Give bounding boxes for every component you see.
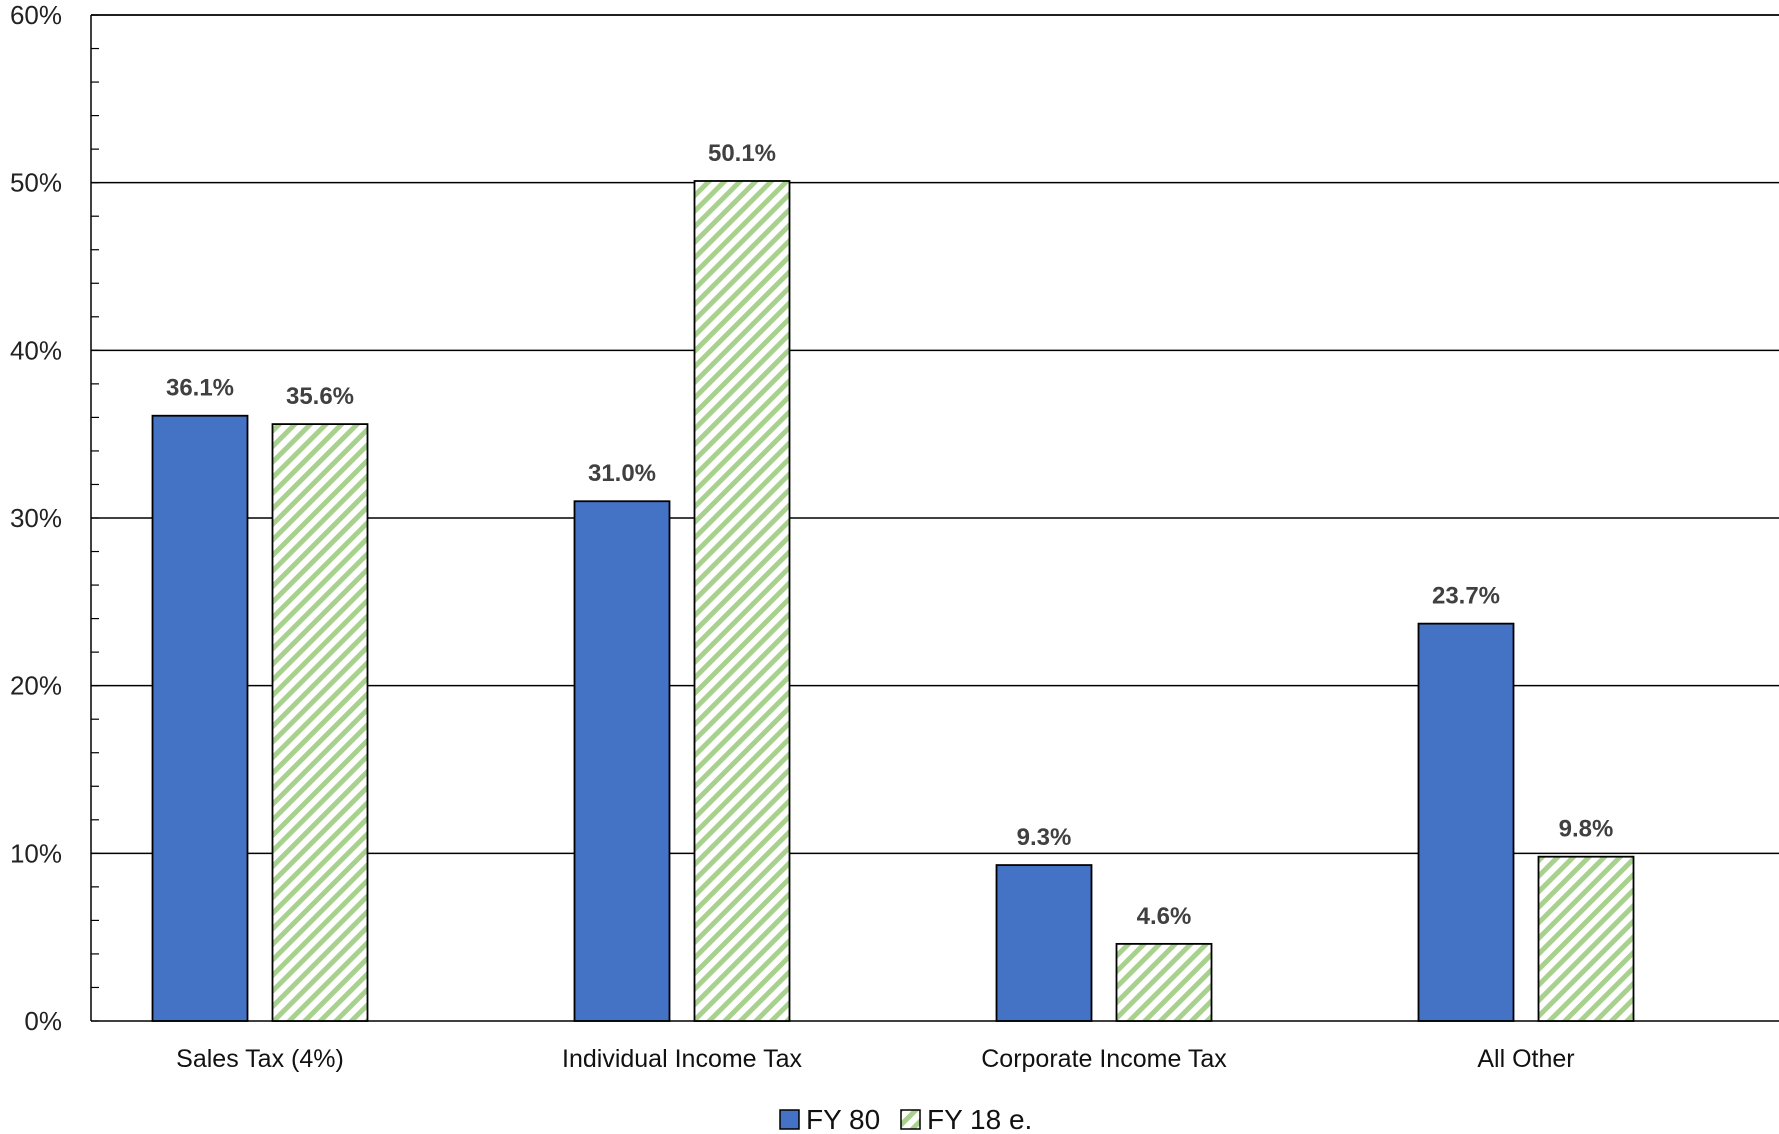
data-label: 23.7%	[1432, 583, 1500, 610]
legend-label: FY 18 e.	[927, 1104, 1032, 1134]
x-category-label: All Other	[1477, 1045, 1574, 1073]
y-tick-label: 40%	[10, 335, 62, 365]
bars	[151, 180, 1635, 1022]
bar-fy80-2	[995, 864, 1093, 1022]
x-category-label: Sales Tax (4%)	[176, 1045, 344, 1073]
bar-fy18-2	[1115, 942, 1213, 1022]
data-label: 50.1%	[708, 140, 776, 167]
bar-fy18-1	[693, 180, 791, 1022]
bar-fy80-1	[573, 500, 671, 1022]
legend-label: FY 80	[806, 1104, 880, 1134]
data-label: 35.6%	[286, 383, 354, 410]
data-label: 9.3%	[1017, 824, 1072, 851]
bar-fy80-3	[1417, 622, 1515, 1022]
data-label: 36.1%	[166, 375, 234, 402]
y-tick-label: 10%	[10, 838, 62, 868]
y-tick-label: 60%	[10, 0, 62, 30]
data-label: 4.6%	[1137, 903, 1192, 930]
data-label: 31.0%	[588, 460, 656, 487]
bar-fy80-0	[151, 414, 249, 1022]
legend-swatch-fy18	[900, 1109, 921, 1130]
y-tick-label: 0%	[24, 1006, 62, 1036]
legend-swatch-fy80	[779, 1109, 800, 1130]
bar-fy18-0	[271, 423, 369, 1022]
y-tick-label: 20%	[10, 671, 62, 701]
bar-fy18-3	[1537, 855, 1635, 1022]
x-category-label: Individual Income Tax	[562, 1045, 802, 1073]
data-label: 9.8%	[1559, 816, 1614, 843]
legend: FY 80 FY 18 e.	[779, 1104, 1032, 1134]
labels: 36.1% 35.6% Sales Tax (4%) 31.0% 50.1% Indivi…	[166, 140, 1613, 1073]
y-tick-label: 50%	[10, 168, 62, 198]
y-tick-label: 30%	[10, 503, 62, 533]
x-category-label: Corporate Income Tax	[981, 1045, 1227, 1073]
